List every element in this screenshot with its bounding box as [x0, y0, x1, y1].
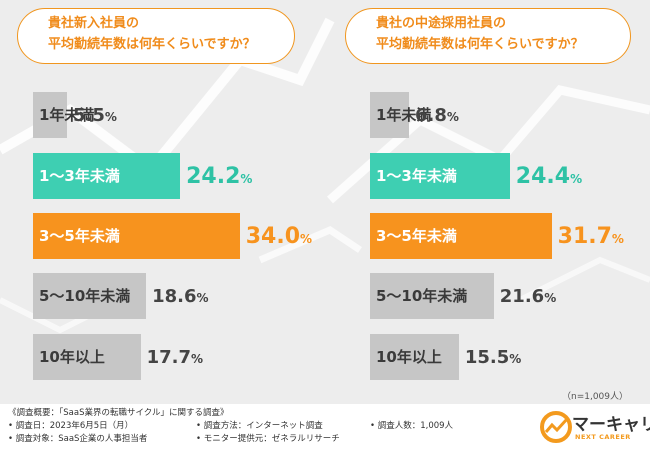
survey-method: • 調査方法：インターネット調査 [196, 421, 323, 431]
title-line-1: 貴社新入社員の [48, 16, 140, 31]
category-label: 3〜5年未満 [376, 227, 457, 245]
value-number: 6.8 [414, 105, 447, 126]
title-line-2: 平均勤続年数は何年くらいですか？ [48, 37, 256, 52]
value-unit: % [196, 291, 209, 305]
value-label: 24.2% [186, 153, 252, 199]
sample-size-note: （n=1,009人） [561, 392, 628, 402]
brand-logo: マーキャリ NEXT CAREER [540, 408, 650, 446]
bar [33, 92, 67, 138]
value-unit: % [240, 172, 253, 186]
value-label: 15.5% [465, 334, 521, 380]
bar [370, 153, 510, 199]
survey-target: • 調査対象：SaaS企業の人事担当者 [8, 434, 148, 444]
bar [370, 273, 494, 319]
chart-title-new-employees: 貴社新入社員の 平均勤続年数は何年くらいですか？ [17, 8, 295, 64]
value-label: 31.7% [558, 213, 624, 259]
value-number: 34.0 [245, 224, 300, 249]
category-label: 1〜3年未満 [39, 167, 120, 185]
logo-name: マーキャリ [572, 415, 650, 435]
logo-tagline: NEXT CAREER [575, 433, 631, 441]
category-label: 1〜3年未満 [376, 167, 457, 185]
value-number: 15.5 [464, 347, 510, 368]
value-number: 21.6 [499, 286, 545, 307]
title-line-1: 貴社の中途採用社員の [376, 16, 507, 31]
value-number: 5.5 [73, 105, 105, 126]
logo-mark-icon [540, 411, 572, 443]
category-label: 10年以上 [376, 348, 442, 366]
bar [370, 334, 459, 380]
value-label: 24.4% [516, 153, 582, 199]
value-unit: % [611, 232, 624, 246]
value-number: 18.6 [152, 286, 197, 307]
value-number: 24.4 [515, 164, 571, 189]
value-unit: % [570, 172, 583, 186]
bar [33, 273, 147, 319]
value-label: 5.5% [73, 92, 117, 138]
survey-overview: 《調査概要：「SaaS業界の転職サイクル」に関する調査》 [8, 408, 229, 418]
value-label: 34.0% [246, 213, 312, 259]
survey-date: • 調査日：2023年6月5日（月） [8, 421, 134, 431]
category-label: 5〜10年未満 [39, 287, 131, 305]
category-label: 10年以上 [39, 348, 105, 366]
value-unit: % [509, 352, 522, 366]
bar [33, 153, 181, 199]
title-line-2: 平均勤続年数は何年くらいですか？ [376, 37, 584, 52]
category-label: 1年未満 [39, 106, 95, 124]
value-unit: % [104, 110, 117, 124]
chart-title-mid-career: 貴社の中途採用社員の 平均勤続年数は何年くらいですか？ [345, 8, 631, 64]
value-label: 17.7% [147, 334, 203, 380]
value-unit: % [300, 232, 313, 246]
bar [370, 92, 409, 138]
value-number: 31.7 [557, 224, 612, 249]
survey-respondents: • 調査人数：1,009人 [370, 421, 454, 431]
bar [33, 334, 141, 380]
category-label: 5〜10年未満 [376, 287, 468, 305]
category-label: 1年未満 [376, 106, 432, 124]
survey-provider: • モニター提供元：ゼネラルリサーチ [196, 434, 340, 444]
value-unit: % [446, 110, 459, 124]
value-unit: % [191, 352, 204, 366]
value-label: 21.6% [500, 273, 556, 319]
value-number: 24.2 [186, 164, 241, 189]
category-label: 3〜5年未満 [39, 227, 120, 245]
bar [33, 213, 240, 259]
bar [370, 213, 552, 259]
value-label: 18.6% [152, 273, 208, 319]
value-number: 17.7 [146, 347, 192, 368]
value-unit: % [544, 291, 557, 305]
value-label: 6.8% [415, 92, 459, 138]
